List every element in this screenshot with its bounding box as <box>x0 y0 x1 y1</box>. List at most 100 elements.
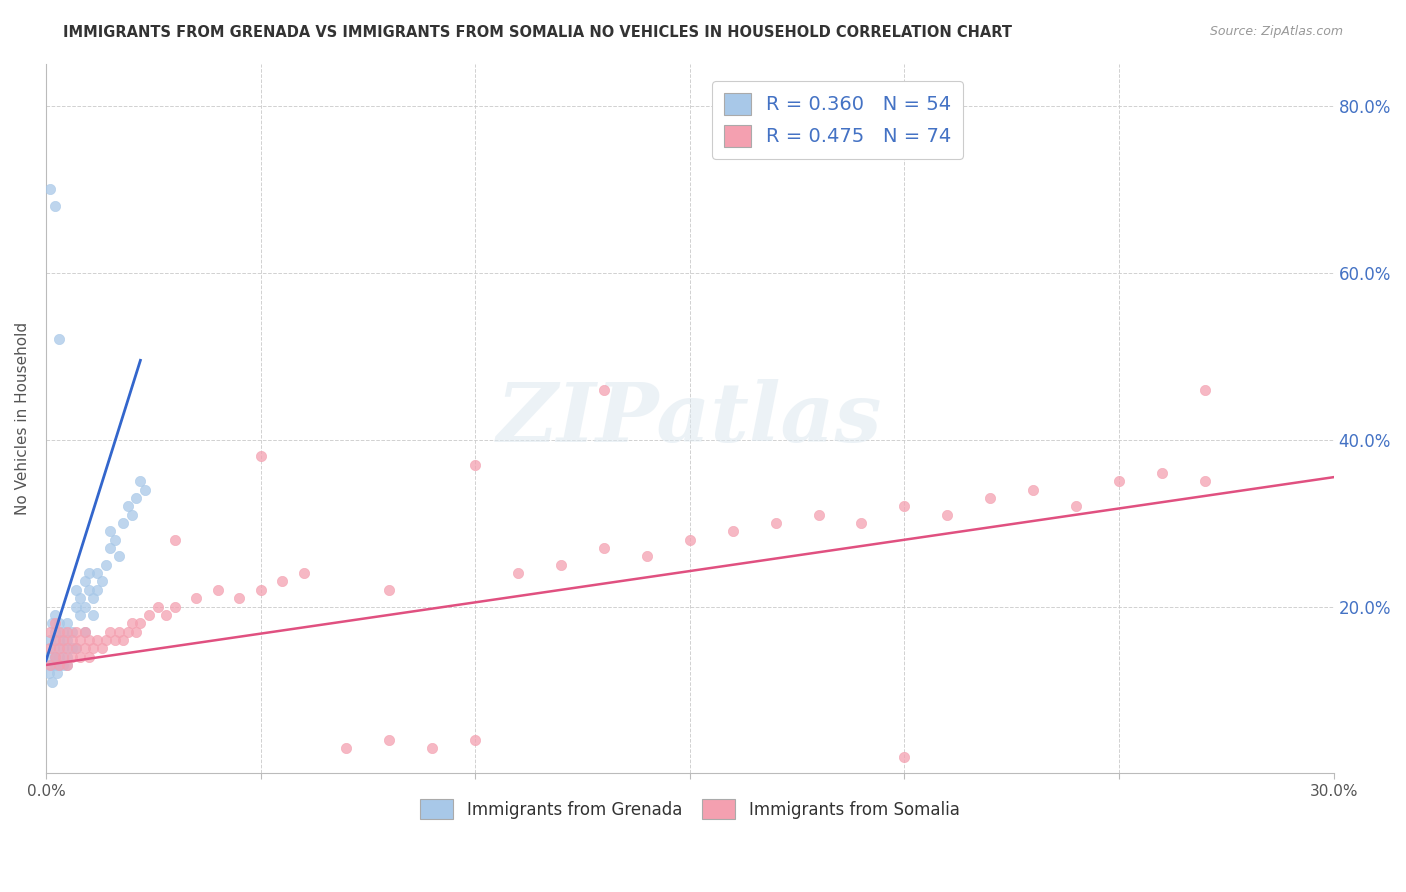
Point <box>41 616 63 631</box>
Point <box>249 450 271 464</box>
Point <box>121 508 143 522</box>
Point <box>48 333 70 347</box>
Point <box>44 624 66 639</box>
Point <box>1194 475 1216 489</box>
Point <box>56 641 79 656</box>
Point <box>52 624 75 639</box>
Point <box>155 607 177 622</box>
Point <box>125 491 148 505</box>
Point <box>1194 383 1216 397</box>
Point <box>1022 483 1045 497</box>
Text: ZIPatlas: ZIPatlas <box>498 379 883 458</box>
Point <box>112 516 135 530</box>
Point <box>69 632 91 647</box>
Text: IMMIGRANTS FROM GRENADA VS IMMIGRANTS FROM SOMALIA NO VEHICLES IN HOUSEHOLD CORR: IMMIGRANTS FROM GRENADA VS IMMIGRANTS FR… <box>63 25 1012 40</box>
Point <box>117 624 139 639</box>
Point <box>508 566 530 581</box>
Point <box>117 500 139 514</box>
Point <box>39 657 62 672</box>
Point <box>163 599 186 614</box>
Point <box>69 591 91 606</box>
Point <box>44 199 66 213</box>
Point <box>893 500 915 514</box>
Point <box>69 607 91 622</box>
Point <box>464 733 486 747</box>
Point <box>38 666 60 681</box>
Point <box>108 624 131 639</box>
Point <box>108 549 131 564</box>
Point <box>48 657 70 672</box>
Point <box>44 616 66 631</box>
Point <box>134 483 156 497</box>
Point <box>125 624 148 639</box>
Point <box>73 574 96 589</box>
Point <box>292 566 315 581</box>
Point <box>86 566 108 581</box>
Point <box>679 533 702 547</box>
Point <box>121 616 143 631</box>
Point <box>48 616 70 631</box>
Point <box>90 641 112 656</box>
Point <box>271 574 294 589</box>
Point <box>94 558 117 572</box>
Point <box>69 649 91 664</box>
Point <box>249 582 271 597</box>
Point <box>104 533 127 547</box>
Point <box>163 533 186 547</box>
Point <box>73 624 96 639</box>
Point <box>129 475 152 489</box>
Point <box>65 624 87 639</box>
Point <box>73 624 96 639</box>
Point <box>56 624 79 639</box>
Point <box>82 607 104 622</box>
Point <box>186 591 208 606</box>
Point <box>39 182 62 196</box>
Point <box>104 632 127 647</box>
Point <box>65 599 87 614</box>
Point <box>48 657 70 672</box>
Point <box>73 641 96 656</box>
Point <box>94 632 117 647</box>
Point <box>86 632 108 647</box>
Point <box>48 624 70 639</box>
Point <box>41 674 63 689</box>
Point <box>39 632 62 647</box>
Point <box>52 649 75 664</box>
Point <box>56 649 79 664</box>
Point <box>52 657 75 672</box>
Point <box>420 741 443 756</box>
Point <box>73 599 96 614</box>
Point <box>378 733 401 747</box>
Point <box>60 632 83 647</box>
Point <box>98 541 121 555</box>
Point <box>851 516 873 530</box>
Point <box>56 657 79 672</box>
Point <box>44 649 66 664</box>
Point <box>60 624 83 639</box>
Point <box>77 632 100 647</box>
Point <box>807 508 830 522</box>
Legend: Immigrants from Grenada, Immigrants from Somalia: Immigrants from Grenada, Immigrants from… <box>413 793 966 825</box>
Point <box>936 508 959 522</box>
Text: Source: ZipAtlas.com: Source: ZipAtlas.com <box>1209 25 1343 38</box>
Point <box>86 582 108 597</box>
Point <box>979 491 1001 505</box>
Point <box>550 558 572 572</box>
Point <box>146 599 169 614</box>
Point <box>56 657 79 672</box>
Point <box>593 541 616 555</box>
Point <box>60 641 83 656</box>
Point <box>464 458 486 472</box>
Point <box>77 582 100 597</box>
Point <box>90 574 112 589</box>
Point <box>1150 466 1173 480</box>
Point <box>593 383 616 397</box>
Point <box>48 649 70 664</box>
Point <box>82 641 104 656</box>
Point <box>39 657 62 672</box>
Point <box>44 632 66 647</box>
Point <box>65 641 87 656</box>
Point <box>52 632 75 647</box>
Point <box>893 749 915 764</box>
Point <box>765 516 787 530</box>
